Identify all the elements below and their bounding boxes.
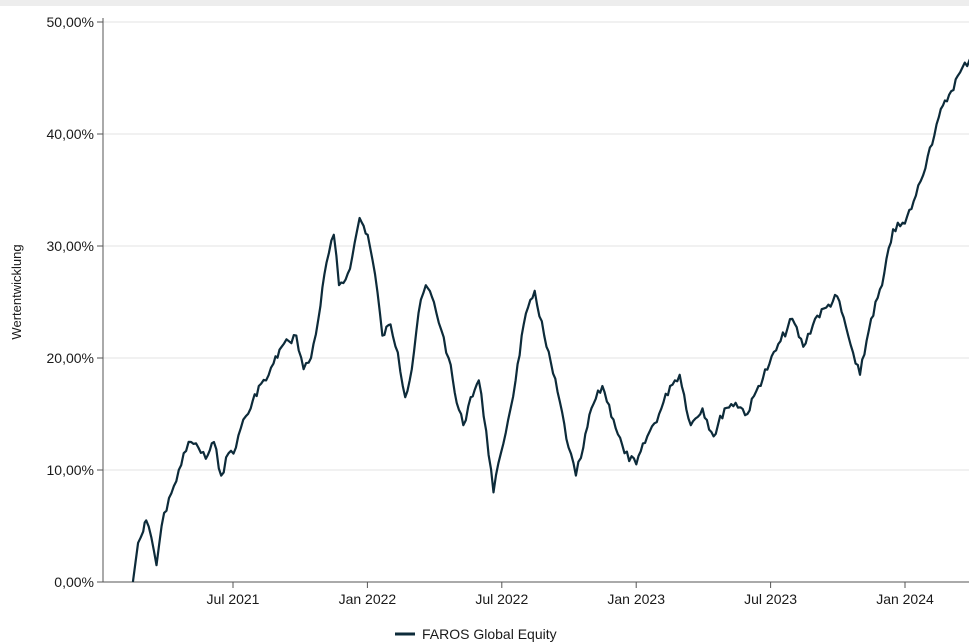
y-axis-title: Wertentwicklung <box>9 244 24 339</box>
x-tick-label: Jan 2024 <box>876 591 934 607</box>
x-tick-label: Jul 2023 <box>744 591 797 607</box>
y-tick-label: 20,00% <box>47 350 94 366</box>
gridlines <box>103 21 969 471</box>
x-tick-label: Jul 2021 <box>207 591 260 607</box>
y-tick-label: 30,00% <box>47 238 94 254</box>
x-tick-label: Jan 2022 <box>339 591 397 607</box>
y-tick-label: 50,00% <box>47 14 94 30</box>
axes: 0,00% 10,00% 20,00% 30,00% 40,00% 50,00% Jul 2… <box>9 14 969 607</box>
x-tick-label: Jan 2023 <box>607 591 665 607</box>
y-tick-label: 10,00% <box>47 462 94 478</box>
top-bar <box>0 0 969 6</box>
series-line <box>131 58 969 583</box>
legend-label: FAROS Global Equity <box>422 626 557 642</box>
y-tick-label: 0,00% <box>54 574 94 590</box>
series-layer <box>131 58 969 583</box>
x-tick-label: Jul 2022 <box>475 591 528 607</box>
legend: FAROS Global Equity <box>395 626 557 642</box>
y-tick-label: 40,00% <box>47 126 94 142</box>
